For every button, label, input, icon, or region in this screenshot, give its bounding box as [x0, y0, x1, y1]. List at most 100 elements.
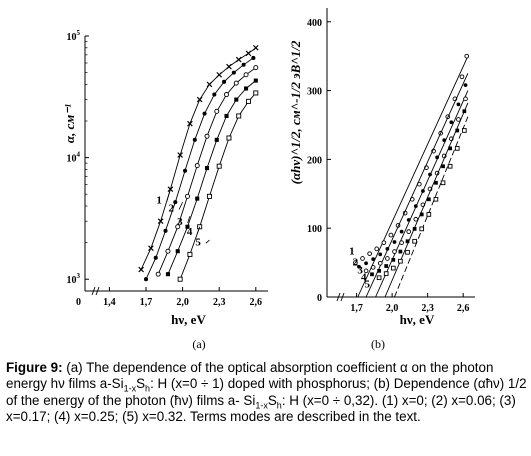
point-a-3-10 — [253, 65, 259, 71]
point-a-2-3 — [173, 200, 178, 205]
point-b-1-15 — [459, 74, 465, 80]
point-a-1-5 — [187, 120, 193, 127]
point-a-1-8 — [216, 71, 223, 78]
point-b-1-5 — [388, 232, 394, 238]
point-b-4-9 — [434, 180, 438, 185]
point-b-4-13 — [462, 109, 467, 114]
y-axis-label-b: (αhν)^1/2, cм^-1/2 эВ^1/2 — [288, 40, 303, 184]
point-b-4-4 — [398, 249, 403, 254]
point-b-5-12 — [462, 128, 467, 133]
x-tick-label-b-0: 1,7 — [350, 303, 363, 314]
x-tick-label-a-4: 2,6 — [250, 297, 263, 308]
x-tick-label-a-3: 2,3 — [213, 297, 226, 308]
point-b-4-2 — [384, 264, 389, 268]
point-a-3-6 — [214, 108, 220, 114]
series-line-a-2 — [145, 57, 254, 280]
caption-sub-4: h — [276, 400, 282, 411]
point-a-3-5 — [204, 133, 210, 139]
point-b-3-4 — [392, 249, 397, 254]
point-a-4-6 — [224, 113, 229, 119]
fit-line-b-1 — [357, 55, 469, 298]
point-b-3-5 — [399, 240, 404, 245]
point-a-4-3 — [195, 196, 200, 201]
point-b-4-7 — [419, 212, 424, 217]
point-b-2-4 — [385, 246, 390, 251]
point-b-5-9 — [440, 180, 446, 186]
point-b-2-13 — [449, 120, 454, 125]
point-b-3-14 — [463, 96, 468, 102]
point-b-5-10 — [447, 163, 453, 169]
leader-a-4 — [196, 226, 201, 234]
chart-b: 0 1,7 2,0 2,3 2,6 100 200 300 400 hν, eV (αhν)^1/2… — [288, 8, 475, 351]
series-line-a-3 — [157, 67, 257, 275]
point-b-1-4 — [381, 240, 387, 245]
point-a-4-9 — [253, 78, 258, 83]
point-a-3-2 — [175, 224, 181, 230]
point-a-4-2 — [185, 224, 190, 229]
point-a-2-7 — [212, 92, 217, 97]
point-b-3-13 — [456, 117, 461, 122]
caption-text-4: S — [267, 392, 277, 408]
x-tick-label-b-3: 2,6 — [457, 303, 470, 314]
panel-label-b: (b) — [371, 337, 385, 351]
x-tick-label-a-0: 1,4 — [103, 297, 116, 308]
point-b-4-3 — [391, 257, 396, 262]
point-a-2-5 — [192, 137, 197, 142]
caption-text-2: S — [136, 376, 146, 392]
point-b-3-0 — [363, 268, 369, 274]
point-a-2-8 — [222, 79, 227, 84]
point-a-3-3 — [184, 193, 190, 199]
x-axis-label-a: hν, eV — [171, 312, 206, 327]
leader-a-5 — [205, 239, 210, 244]
point-a-5-1 — [187, 251, 193, 257]
fit-line-b-5 — [394, 116, 469, 298]
point-a-5-5 — [226, 135, 232, 141]
point-b-1-2 — [367, 251, 372, 256]
point-b-4-10 — [441, 164, 445, 169]
point-b-2-0 — [357, 264, 361, 269]
y-tick-label-a-2: 105 — [67, 29, 81, 43]
chart-a: 0 1,4 1,7 2,0 2,3 2,6 103 104 105 hν, eV α, cм⁻¹ 12… — [62, 29, 268, 351]
x-tick-label-a-1: 1,7 — [140, 297, 153, 308]
leader-a-2 — [178, 202, 183, 210]
point-a-5-8 — [253, 90, 259, 96]
point-b-2-14 — [456, 102, 461, 107]
x-tick-label-b-2: 2,3 — [421, 303, 434, 314]
point-b-1-1 — [360, 256, 365, 261]
fit-line-b-2 — [365, 73, 469, 298]
axis-break-a — [91, 286, 100, 296]
point-a-4-0 — [165, 272, 170, 277]
origin-label-a: 0 — [76, 297, 81, 308]
point-b-4-0 — [370, 272, 374, 277]
point-b-1-16 — [464, 53, 470, 59]
x-tick-label-b-1: 2,0 — [386, 303, 399, 314]
point-b-4-11 — [448, 146, 453, 151]
point-a-5-6 — [236, 113, 242, 119]
curve-label-b-2: 2 — [353, 256, 359, 268]
caption-text-3: : H (x=0 ÷ 1) doped with phosphorus; (b)… — [6, 376, 527, 408]
caption-sub-1: 1-x — [123, 384, 137, 395]
leader-a-1 — [166, 189, 171, 202]
point-b-2-6 — [399, 229, 404, 234]
point-b-5-8 — [433, 196, 439, 202]
panel-label-a: (a) — [192, 337, 205, 351]
point-a-1-9 — [226, 63, 232, 70]
point-a-3-1 — [165, 248, 171, 254]
point-b-3-1 — [370, 265, 376, 270]
point-a-5-3 — [206, 193, 212, 199]
curve-label-b-1: 1 — [349, 245, 355, 257]
point-a-5-7 — [245, 98, 251, 104]
point-a-3-8 — [233, 80, 239, 86]
x-tick-label-a-2: 2,0 — [176, 297, 189, 308]
curve-label-a-1: 1 — [156, 194, 162, 206]
point-a-4-7 — [234, 97, 239, 102]
point-b-2-15 — [463, 83, 468, 87]
y-axis-label-a: α, cм⁻¹ — [62, 104, 77, 143]
point-a-2-11 — [251, 55, 256, 60]
point-b-2-2 — [371, 257, 376, 262]
point-a-2-10 — [241, 62, 246, 67]
point-b-1-3 — [374, 246, 380, 252]
caption-text-1: (a) The dependence of the optical absorp… — [6, 360, 494, 392]
y-tick-label-a-0: 103 — [67, 272, 81, 286]
point-b-4-6 — [412, 227, 417, 231]
